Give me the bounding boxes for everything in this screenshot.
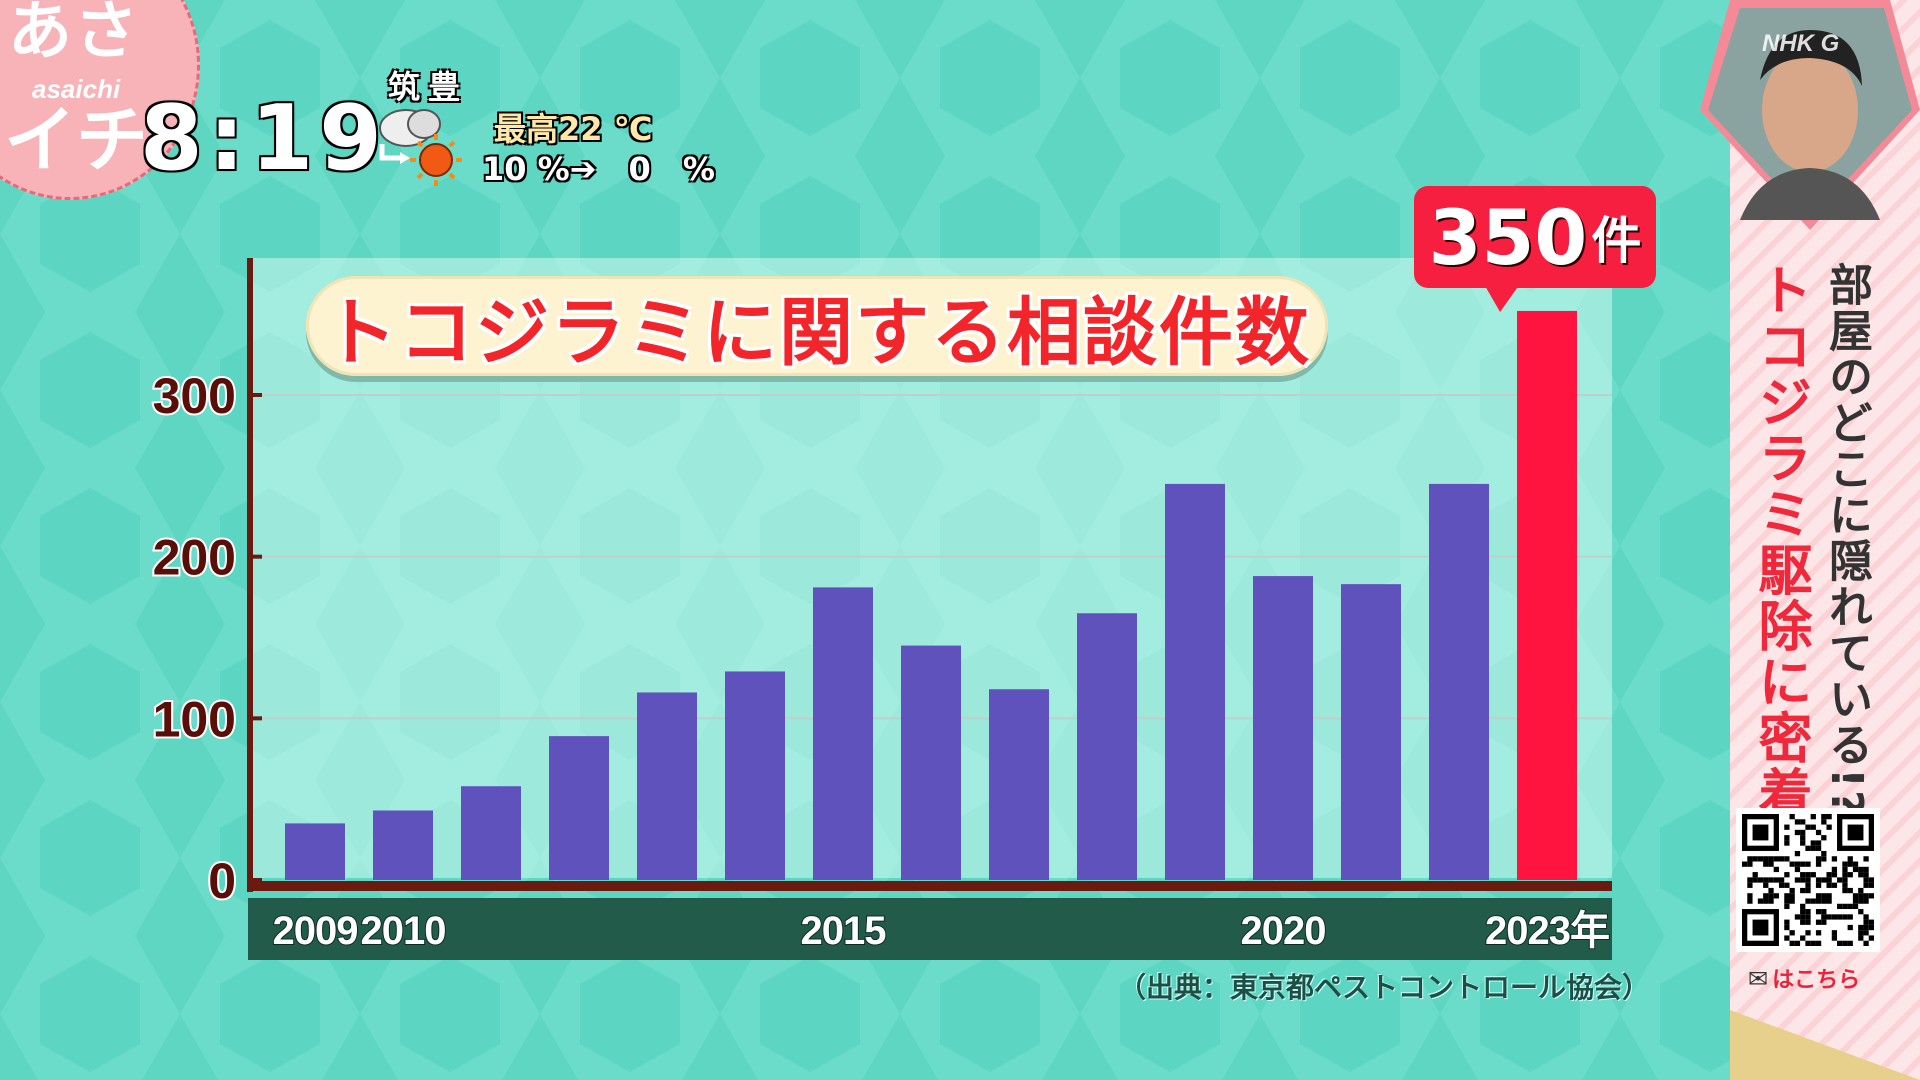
cloudy-then-sunny-icon — [379, 109, 462, 186]
qr-code[interactable] — [1736, 808, 1880, 952]
bar — [285, 823, 345, 880]
bar — [901, 645, 961, 880]
bar — [373, 810, 433, 880]
x-tick-label: 2010 — [361, 909, 446, 953]
bar — [637, 692, 697, 880]
bar — [1341, 584, 1401, 880]
channel-logo: NHK G — [1762, 30, 1840, 57]
presenter-window — [1700, 0, 1920, 230]
program-logo-bottom: イチ — [4, 98, 149, 182]
y-tick-label: 200 — [153, 530, 236, 586]
bar — [1165, 483, 1225, 880]
weather-temperature: 最高22 ℃ — [494, 110, 653, 148]
bar — [725, 671, 785, 880]
bar-chart: 0 100 200 300 2009 2010 2015 2020 2023年 — [151, 258, 1612, 960]
qr-caption-text: はこちら — [1772, 968, 1861, 993]
program-logo-top: あさ — [8, 0, 140, 69]
y-tick-label: 100 — [153, 691, 236, 747]
bar — [1429, 483, 1489, 880]
bar — [549, 736, 609, 880]
x-tick-label: 2015 — [801, 909, 887, 953]
program-subtitle: 部屋のどこに隠れている!? — [1821, 262, 1872, 818]
bar — [989, 689, 1049, 880]
qr-caption: ✉ はこちら — [1748, 962, 1860, 994]
callout-unit: 件 — [1591, 212, 1642, 270]
weather-rain-chance: 10 %➔ 0 % — [482, 150, 715, 188]
x-tick-label: 2020 — [1241, 909, 1326, 953]
y-tick-label: 0 — [208, 853, 236, 909]
weather-region: 筑豊 — [388, 68, 469, 106]
x-tick-label: 2023年 — [1485, 909, 1609, 953]
callout-value: 350 — [1428, 192, 1588, 282]
y-tick-label: 300 — [153, 368, 236, 424]
highlight-callout: 350 件 — [1414, 186, 1656, 288]
bar-highlight — [1517, 310, 1577, 880]
chart-source: （出典：東京都ペストコントロール協会） — [1118, 971, 1651, 1004]
program-logo-sub: asaichi — [32, 74, 121, 104]
bar — [1077, 613, 1137, 880]
bar — [1253, 576, 1313, 880]
bar — [813, 587, 873, 880]
mail-icon: ✉ — [1748, 965, 1769, 993]
clock: 8:19 — [140, 86, 388, 191]
bar — [461, 786, 521, 880]
x-axis-band — [248, 898, 1612, 960]
program-main-title: トコジラミ駆除に密着 — [1749, 262, 1812, 822]
x-tick-label: 2009 — [273, 909, 358, 953]
chart-title: トコジラミに関する相談件数 — [306, 276, 1328, 376]
